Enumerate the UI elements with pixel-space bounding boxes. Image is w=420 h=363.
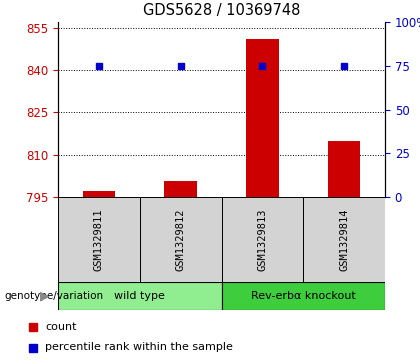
Text: GSM1329811: GSM1329811 <box>94 208 104 271</box>
Bar <box>246 39 279 197</box>
Bar <box>164 182 197 197</box>
Bar <box>58 282 221 310</box>
Text: GSM1329814: GSM1329814 <box>339 208 349 271</box>
Title: GDS5628 / 10369748: GDS5628 / 10369748 <box>143 3 300 18</box>
Text: count: count <box>45 322 77 331</box>
Text: genotype/variation: genotype/variation <box>4 291 103 301</box>
Bar <box>221 197 303 282</box>
Bar <box>221 282 385 310</box>
Text: Rev-erbα knockout: Rev-erbα knockout <box>251 291 356 301</box>
Bar <box>303 197 385 282</box>
Bar <box>328 140 360 197</box>
Bar <box>82 191 115 197</box>
Bar <box>140 197 221 282</box>
Text: GSM1329813: GSM1329813 <box>257 208 268 271</box>
Text: GSM1329812: GSM1329812 <box>176 208 186 271</box>
Text: wild type: wild type <box>114 291 165 301</box>
Bar <box>58 197 140 282</box>
Text: ▶: ▶ <box>40 290 50 302</box>
Text: percentile rank within the sample: percentile rank within the sample <box>45 343 233 352</box>
